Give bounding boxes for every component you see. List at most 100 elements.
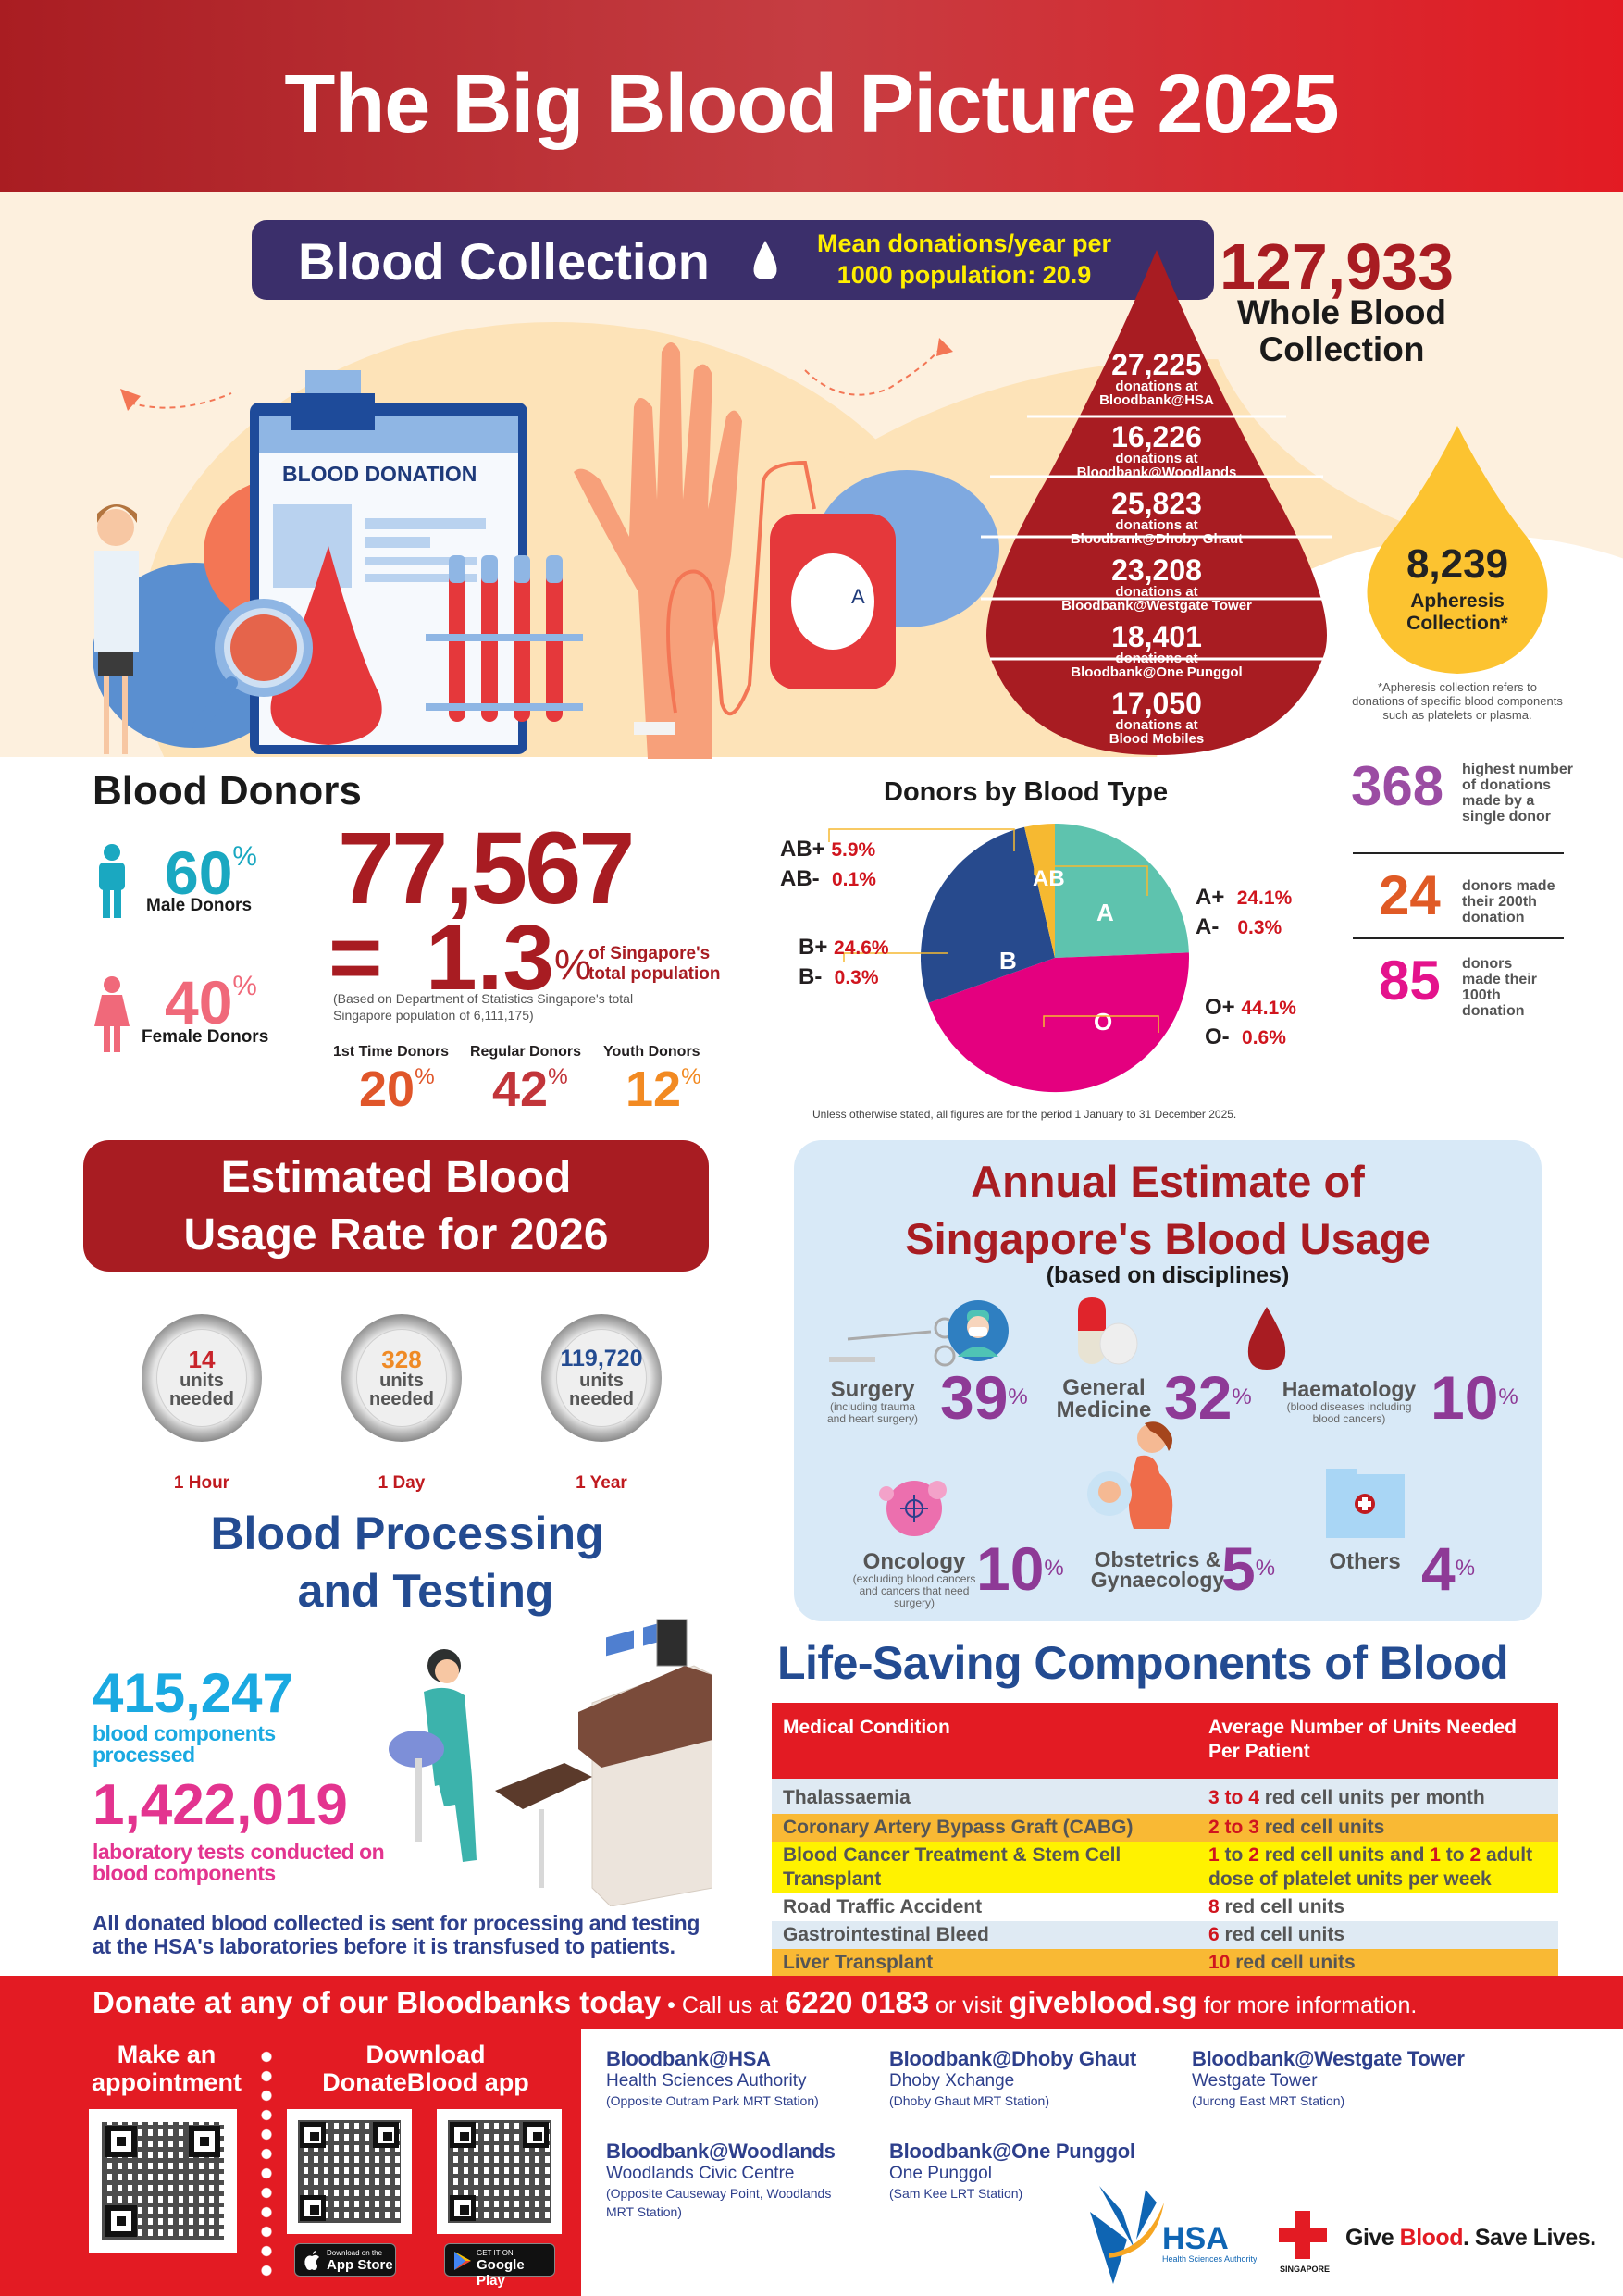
- donor-type-pct: 12%: [626, 1061, 701, 1117]
- section-title: Blood Collection: [298, 232, 710, 291]
- svg-text:O: O: [1094, 1008, 1112, 1036]
- site-row: 25,823 donations at Bloodbank@Dhoby Ghau…: [1070, 487, 1244, 547]
- donor-type-label: 1st Time Donors: [333, 1044, 450, 1060]
- record-number: 85: [1379, 949, 1441, 1011]
- scientist-figure: [94, 504, 139, 754]
- whole-blood-drop: [981, 250, 1332, 755]
- record-desc: donors made their 100th donation: [1462, 956, 1537, 1019]
- site-row: 23,208 donations at Bloodbank@Westgate T…: [1061, 553, 1252, 614]
- female-label: Female Donors: [142, 1027, 269, 1047]
- female-pct: 40%: [165, 968, 257, 1036]
- hsa-logo: HSA Health Sciences Authority: [1090, 2186, 1257, 2284]
- table-row: Thalassaemia 3 to 4 red cell units per m…: [772, 1779, 1558, 1814]
- blood-drop-icon: [1247, 1307, 1286, 1370]
- male-pct: 60%: [165, 838, 257, 907]
- red-cross-logo: SINGAPORE: [1279, 2211, 1330, 2274]
- discipline-name: Surgery: [830, 1377, 915, 1402]
- table-row: Liver Transplant 10 red cell units: [772, 1949, 1558, 1977]
- bloodbank-entry: Bloodbank@Dhoby Ghaut Dhoby Xchange (Dho…: [889, 2047, 1136, 2108]
- pie-slice-o: [928, 952, 1190, 1093]
- mean-donations-stat: Mean donations/year per 1000 population:…: [816, 230, 1112, 289]
- clock-label: 1 Day: [378, 1473, 426, 1493]
- legend-b: B+ 24.6% B- 0.3%: [799, 935, 889, 989]
- website-link[interactable]: giveblood.sg: [1009, 1985, 1197, 2019]
- life-saving-title: Life-Saving Components of Blood: [777, 1637, 1509, 1689]
- google-play-qr-code[interactable]: [437, 2109, 562, 2234]
- svg-text:HSA: HSA: [1162, 2221, 1229, 2256]
- apple-icon: [304, 2251, 319, 2270]
- donor-records: 368 highest number of donations made by …: [1351, 754, 1573, 1032]
- discipline-name: Obstetrics & Gynaecology: [1090, 1547, 1225, 1592]
- discipline-name: Others: [1329, 1549, 1401, 1574]
- blood-drop-icon: [270, 546, 382, 745]
- column-header: Medical Condition: [772, 1703, 1197, 1779]
- whole-blood-total: 127,933: [1220, 230, 1455, 303]
- pie-slice-b: [920, 826, 1055, 1003]
- divider: [1353, 852, 1564, 854]
- record-number: 24: [1379, 864, 1441, 926]
- discipline-pct: 32%: [1164, 1363, 1252, 1432]
- surgeon-icon: [948, 1300, 1009, 1361]
- appointment-qr-code[interactable]: [89, 2109, 237, 2253]
- bloodbank-entry: Bloodbank@Woodlands Woodlands Civic Cent…: [606, 2140, 836, 2219]
- svg-text:SINGAPORE: SINGAPORE: [1280, 2265, 1330, 2274]
- pregnant-woman-icon: [1087, 1421, 1173, 1529]
- male-label: Male Donors: [146, 896, 253, 915]
- apheresis-label: Apheresis Collection*: [1406, 590, 1508, 634]
- estimated-usage-header: Estimated Blood Usage Rate for 2026: [83, 1140, 709, 1272]
- app-store-qr-code[interactable]: [287, 2109, 412, 2234]
- google-play-button[interactable]: GET IT ON Google Play: [444, 2243, 555, 2289]
- discipline-pct: 10%: [976, 1534, 1064, 1603]
- dotted-divider: [261, 2047, 272, 2280]
- legend-a: A+ 24.1% A- 0.3%: [1196, 885, 1293, 939]
- legend-ab: AB+ 5.9% AB- 0.1%: [780, 837, 876, 891]
- apheresis-footnote: *Apheresis collection refers to donation…: [1352, 680, 1563, 722]
- apheresis-count: 8,239: [1406, 541, 1509, 587]
- header-banner: The Big Blood Picture 2025: [0, 0, 1623, 192]
- discipline-note: (including trauma and heart surgery): [826, 1400, 919, 1425]
- population-pct: 1.3%: [426, 906, 592, 1010]
- population-label: of Singapore's total population: [588, 944, 721, 984]
- female-icon: [94, 976, 130, 1052]
- components-processed: 415,247: [93, 1662, 293, 1724]
- processing-note: All donated blood collected is sent for …: [93, 1911, 700, 1958]
- discipline-note: (excluding blood cancers and cancers tha…: [852, 1572, 976, 1609]
- page-title: The Big Blood Picture 2025: [284, 58, 1339, 151]
- apheresis-drop-icon: [1367, 426, 1548, 674]
- phone-number[interactable]: 6220 0183: [785, 1985, 930, 2019]
- hand-icon: [574, 342, 742, 759]
- blood-drop-icon: [753, 241, 777, 279]
- population-note: (Based on Department of Statistics Singa…: [333, 991, 634, 1023]
- svg-text:BLOOD DONATION: BLOOD DONATION: [282, 462, 477, 486]
- male-icon: [99, 844, 125, 918]
- usage-clock-day: 328 units needed: [341, 1314, 462, 1442]
- svg-text:B: B: [999, 947, 1017, 974]
- donor-type-pct: 42%: [492, 1061, 568, 1117]
- discipline-pct: 5%: [1221, 1534, 1276, 1603]
- play-store-icon: [454, 2252, 471, 2270]
- site-row: 27,225 donations at Bloodbank@HSA: [1099, 348, 1214, 408]
- svg-text:Health Sciences Authority: Health Sciences Authority: [1162, 2254, 1257, 2264]
- discipline-name: Oncology: [862, 1549, 966, 1574]
- record-desc: donors made their 200th donation: [1462, 878, 1555, 925]
- bloodbank-entry: Bloodbank@Westgate Tower Westgate Tower …: [1192, 2047, 1465, 2108]
- svg-text:A: A: [1096, 899, 1114, 926]
- donor-type-label: Regular Donors: [470, 1044, 582, 1060]
- clock-label: 1 Year: [576, 1473, 627, 1493]
- annual-estimate-title: Annual Estimate of Singapore's Blood Usa…: [905, 1157, 1431, 1263]
- bloodbank-entry: Bloodbank@One Punggol One Punggol (Sam K…: [889, 2140, 1135, 2201]
- whole-blood-label: Whole Blood Collection: [1236, 293, 1447, 368]
- app-store-button[interactable]: Download on the App Store: [294, 2243, 396, 2277]
- surgery-icon: [829, 1317, 956, 1367]
- pill-icon: [1078, 1297, 1138, 1365]
- lab-tests-label: laboratory tests conducted on blood comp…: [93, 1840, 385, 1885]
- test-tubes-icon: [426, 555, 583, 722]
- slogan: Give Blood. Save Lives.: [1345, 2225, 1596, 2251]
- site-row: 16,226 donations at Bloodbank@Woodlands: [1076, 420, 1237, 480]
- table-header-row: Medical Condition Average Number of Unit…: [772, 1703, 1558, 1779]
- record-number: 368: [1351, 755, 1444, 817]
- usage-clock-hour: 14 units needed: [142, 1314, 262, 1442]
- discipline-pct: 39%: [940, 1363, 1028, 1432]
- blood-type-pie-chart: AB A B O: [920, 824, 1190, 1093]
- donor-type-pct: 20%: [359, 1061, 435, 1117]
